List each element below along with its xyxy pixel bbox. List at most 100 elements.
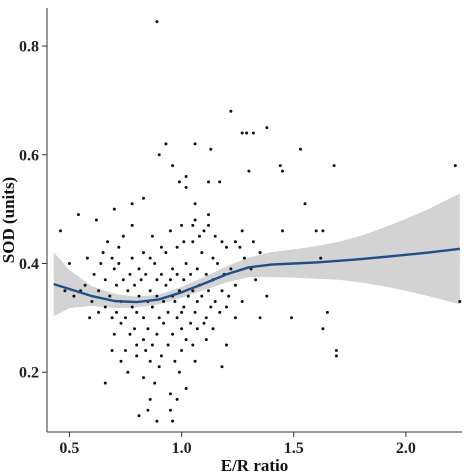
scatter-point xyxy=(220,240,224,244)
scatter-point xyxy=(150,305,154,309)
scatter-point xyxy=(168,392,172,396)
scatter-point xyxy=(142,316,145,320)
scatter-point xyxy=(168,408,172,412)
scatter-point xyxy=(319,256,323,260)
scatter-point xyxy=(133,327,136,331)
scatter-point xyxy=(164,142,168,146)
scatter-point xyxy=(204,272,208,276)
scatter-point xyxy=(166,343,170,347)
scatter-point xyxy=(155,294,159,298)
scatter-point xyxy=(193,142,197,146)
scatter-point xyxy=(334,349,338,352)
scatter-point xyxy=(94,218,98,222)
scatter-point xyxy=(103,381,107,385)
y-tick-label: 0.2 xyxy=(19,365,39,382)
scatter-point xyxy=(180,327,184,331)
scatter-point xyxy=(97,289,101,293)
scatter-point xyxy=(146,327,150,331)
scatter-point xyxy=(299,147,302,151)
smooth-line xyxy=(53,247,460,304)
scatter-point xyxy=(97,310,101,314)
scatter-point xyxy=(193,218,197,222)
scatter-point xyxy=(242,256,246,260)
scatter-point xyxy=(180,223,184,227)
scatter-point xyxy=(171,267,175,271)
scatter-point xyxy=(112,207,116,211)
scatter-point xyxy=(130,202,134,206)
scatter-point xyxy=(191,240,195,244)
scatter-point xyxy=(103,305,107,309)
scatter-point xyxy=(251,240,255,244)
scatter-point xyxy=(182,305,186,309)
scatter-point xyxy=(121,234,125,238)
scatter-point xyxy=(137,414,141,418)
scatter-point xyxy=(150,343,154,347)
scatter-point xyxy=(240,229,244,233)
scatter-point xyxy=(128,332,132,336)
scatter-point xyxy=(278,164,282,168)
scatter-point xyxy=(189,272,193,276)
scatter-point xyxy=(458,300,462,303)
scatter-point xyxy=(209,147,213,151)
scatter-point xyxy=(207,289,210,293)
scatter-point xyxy=(142,251,145,255)
scatter-point xyxy=(238,245,242,249)
scatter-point xyxy=(218,310,222,314)
scatter-point xyxy=(155,332,159,336)
y-axis-title: SOD (units) xyxy=(0,177,18,263)
scatter-point xyxy=(148,289,152,293)
scatter-point xyxy=(112,332,116,336)
scatter-point xyxy=(220,365,224,369)
scatter-point xyxy=(164,251,168,255)
scatter-point xyxy=(130,256,134,260)
scatter-point xyxy=(240,300,244,303)
scatter-point xyxy=(133,283,136,287)
scatter-point xyxy=(59,229,62,233)
scatter-point xyxy=(137,267,141,271)
scatter-point xyxy=(177,289,181,293)
scatter-point xyxy=(92,272,96,276)
scatter-point xyxy=(63,289,67,293)
scatter-point xyxy=(101,251,105,255)
scatter-point xyxy=(126,370,130,374)
scatter-point xyxy=(142,338,145,342)
scatter-point xyxy=(115,310,118,314)
scatter-point xyxy=(121,278,125,282)
scatter-point xyxy=(90,300,94,303)
scatter-point xyxy=(164,283,168,287)
scatter-point xyxy=(254,278,258,282)
scatter-point xyxy=(193,310,197,314)
scatter-point xyxy=(191,223,195,227)
scatter-point xyxy=(218,180,222,184)
confidence-band xyxy=(53,193,460,317)
scatter-point xyxy=(193,359,197,363)
scatter-point xyxy=(453,164,457,168)
scatter-point xyxy=(265,294,269,298)
scatter-point xyxy=(88,316,92,320)
scatter-point xyxy=(157,365,161,369)
scatter-point xyxy=(99,262,103,265)
scatter-point xyxy=(110,256,114,260)
scatter-point xyxy=(265,126,269,130)
scatter-point xyxy=(200,294,204,298)
scatter-point xyxy=(173,359,177,363)
scatter-point xyxy=(175,397,179,401)
scatter-point xyxy=(103,278,107,282)
scatter-point xyxy=(229,109,233,113)
scatter-point xyxy=(198,234,201,238)
scatter-point xyxy=(124,316,127,320)
scatter-point xyxy=(168,278,172,282)
scatter-point xyxy=(207,180,210,184)
scatter-point xyxy=(207,213,210,217)
x-tick-label: 1.0 xyxy=(172,440,192,457)
scatter-point xyxy=(184,338,188,342)
scatter-point xyxy=(216,262,219,265)
scatter-point xyxy=(155,419,159,423)
scatter-point xyxy=(137,294,141,298)
scatter-point xyxy=(191,289,195,293)
scatter-point xyxy=(204,316,208,320)
scatter-point xyxy=(175,316,179,320)
scatter-point xyxy=(202,321,206,325)
scatter-point xyxy=(332,164,336,168)
scatter-point xyxy=(171,164,175,168)
